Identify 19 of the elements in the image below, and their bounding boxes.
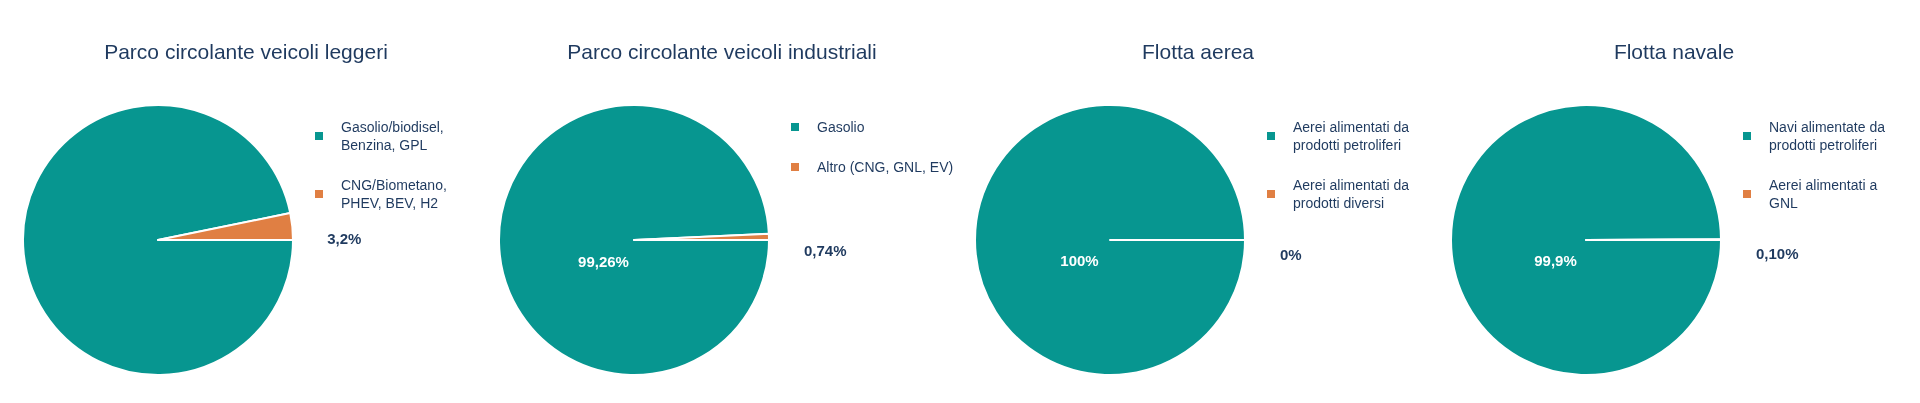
data-label: 100% bbox=[1060, 251, 1099, 269]
chart-title: Flotta navale bbox=[1613, 40, 1735, 63]
data-label: 99,26% bbox=[578, 253, 629, 271]
chart-title: Parco circolante veicoli leggeri bbox=[104, 40, 388, 63]
legend-label: Aerei alimentati a GNL bbox=[1769, 177, 1882, 211]
data-label: 0,74% bbox=[803, 241, 847, 259]
legend-label: Altro (CNG, GNL, EV) bbox=[817, 159, 954, 175]
legend-label: Gasolio/biodisel, Benzina, GPL bbox=[341, 119, 448, 153]
chart-title: Parco circolante veicoli industriali bbox=[567, 40, 877, 63]
data-label: 3,2% bbox=[327, 230, 362, 248]
legend-label: Aerei alimentati da prodotti petroliferi bbox=[1293, 119, 1413, 153]
legend-label: Aerei alimentati da prodotti diversi bbox=[1293, 177, 1413, 211]
text: 0% bbox=[1280, 245, 1302, 263]
data-label: 99,9% bbox=[1534, 251, 1577, 269]
legend-label: CNG/Biometano, PHEV, BEV, H2 bbox=[341, 177, 451, 211]
chart-title: Flotta aerea bbox=[1141, 40, 1255, 63]
legend-label: Gasolio bbox=[817, 119, 865, 135]
data-label: 0,10% bbox=[1756, 245, 1799, 263]
legend-label: Navi alimentate da prodotti petroliferi bbox=[1769, 119, 1889, 153]
